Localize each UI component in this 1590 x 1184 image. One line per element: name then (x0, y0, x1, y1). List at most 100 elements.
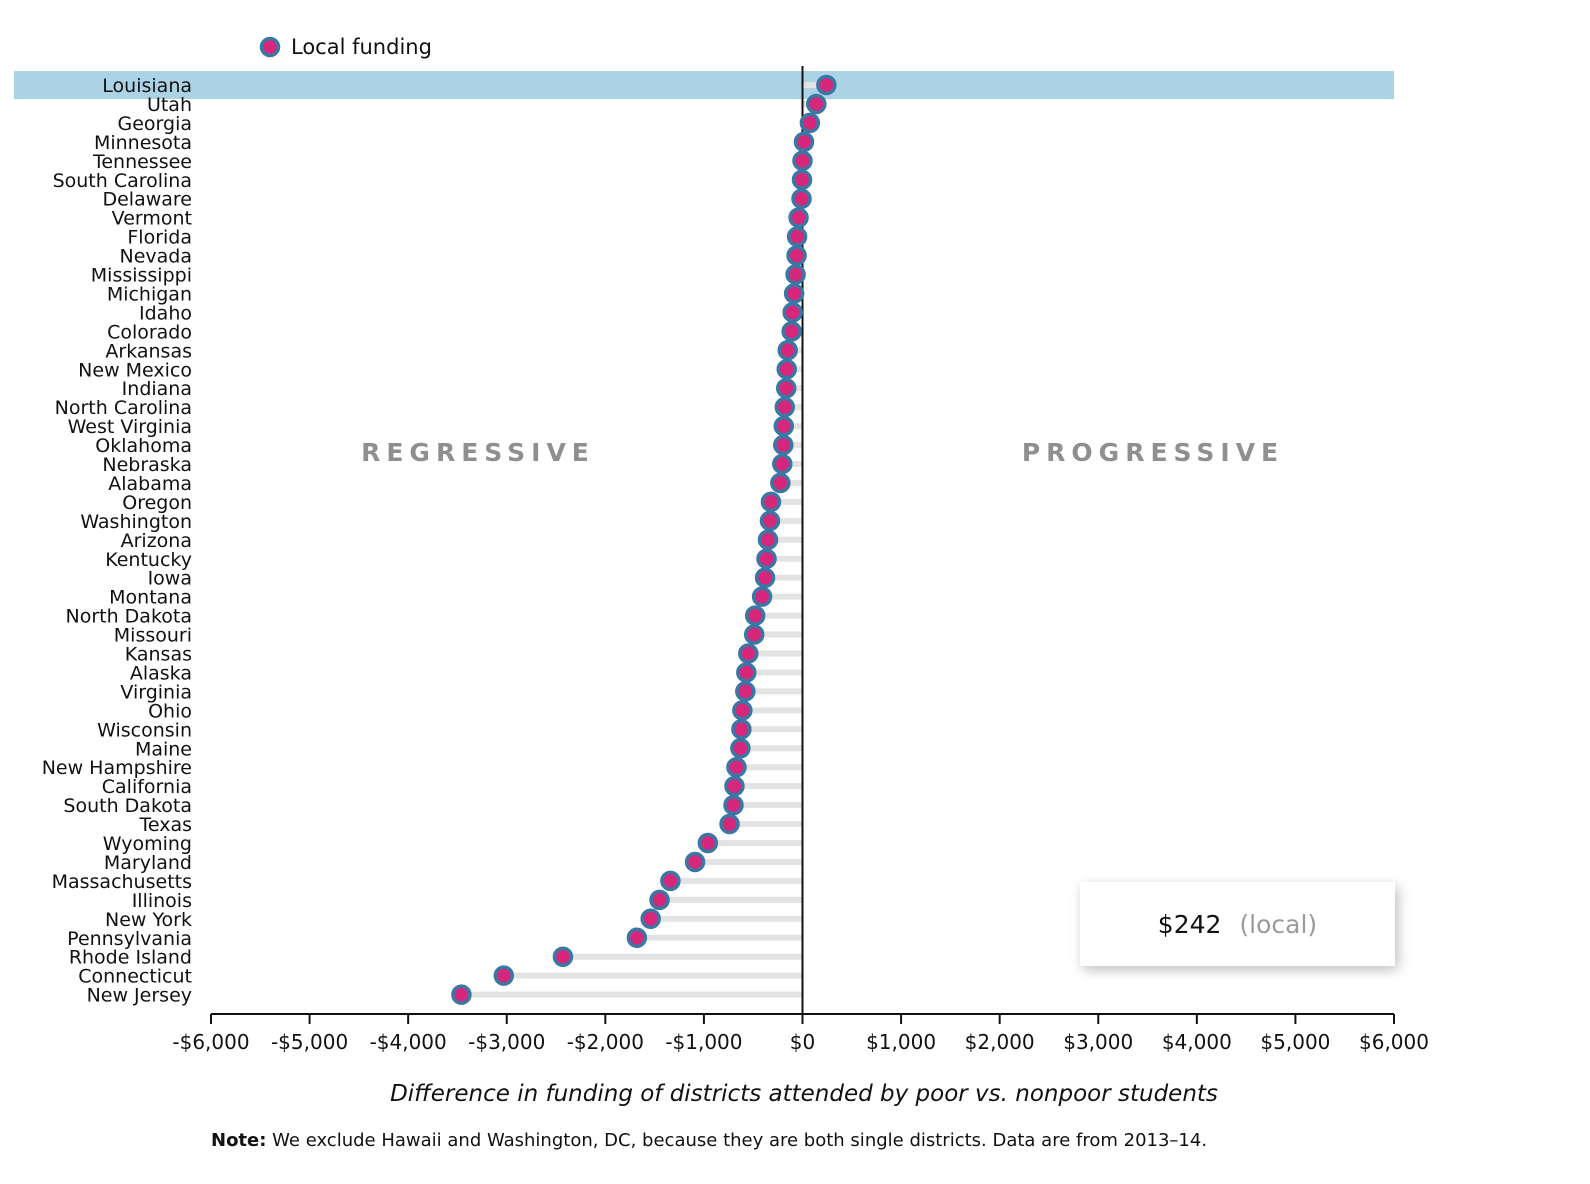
data-point[interactable] (777, 340, 798, 361)
state-label: Washington (80, 511, 192, 533)
state-label: Montana (109, 587, 192, 609)
x-tick-label: $0 (790, 1030, 815, 1054)
data-point[interactable] (816, 74, 837, 96)
data-point[interactable] (793, 131, 815, 153)
state-label: Nebraska (102, 454, 192, 476)
state-label: Rhode Island (69, 947, 192, 969)
data-point[interactable] (724, 775, 745, 797)
state-label: Utah (147, 94, 192, 116)
state-labels: LouisianaUtahGeorgiaMinnesotaTennesseeSo… (42, 75, 192, 1007)
data-point[interactable] (756, 548, 777, 569)
x-tick-label: $3,000 (1063, 1030, 1133, 1054)
data-point[interactable] (774, 396, 796, 418)
data-point[interactable] (743, 624, 765, 645)
data-point[interactable] (759, 510, 781, 532)
highlight-layer (14, 71, 1394, 99)
data-point[interactable] (775, 377, 797, 399)
data-point[interactable] (719, 813, 740, 835)
data-point[interactable] (760, 491, 782, 513)
state-label: Florida (127, 227, 192, 249)
data-point[interactable] (783, 283, 805, 304)
data-point[interactable] (736, 662, 757, 683)
state-label: Tennessee (92, 151, 192, 173)
x-tick-label: -$1,000 (665, 1030, 742, 1054)
x-tick-label: -$5,000 (271, 1030, 348, 1054)
dot-layer (451, 74, 837, 1005)
state-label: Wisconsin (97, 719, 192, 741)
state-label: Missouri (114, 625, 192, 647)
state-label: Colorado (107, 321, 192, 343)
state-label: Kentucky (105, 549, 192, 571)
state-label: Idaho (139, 302, 192, 324)
state-label: North Dakota (66, 606, 193, 628)
x-tick-label: $4,000 (1162, 1030, 1232, 1054)
x-tick-label: -$6,000 (172, 1030, 249, 1054)
data-point[interactable] (732, 700, 753, 721)
data-point[interactable] (730, 738, 751, 759)
state-label: Arkansas (105, 340, 192, 362)
tooltip-value: $242 (1157, 909, 1222, 939)
data-point[interactable] (626, 927, 648, 948)
data-point[interactable] (786, 226, 808, 247)
state-label: Alabama (108, 473, 192, 495)
data-point[interactable] (799, 112, 821, 134)
data-point[interactable] (735, 681, 756, 702)
data-point[interactable] (649, 889, 670, 911)
data-point[interactable] (773, 415, 795, 437)
data-point[interactable] (773, 434, 794, 456)
data-point[interactable] (697, 832, 719, 854)
data-point[interactable] (772, 453, 793, 475)
data-point[interactable] (776, 359, 797, 380)
data-point[interactable] (684, 851, 706, 873)
state-label: Ohio (148, 700, 192, 722)
state-label: New York (105, 909, 192, 931)
highlight-row (14, 71, 1394, 99)
data-point[interactable] (451, 984, 472, 1005)
data-point[interactable] (731, 719, 752, 740)
state-label: Iowa (148, 568, 192, 590)
state-label: California (102, 776, 192, 798)
x-axis-title: Difference in funding of districts atten… (390, 1081, 1218, 1107)
state-label: South Carolina (53, 170, 192, 192)
data-point[interactable] (781, 321, 802, 342)
data-point[interactable] (744, 605, 766, 626)
data-point[interactable] (751, 586, 773, 607)
state-label: Virginia (120, 681, 192, 703)
data-point[interactable] (770, 472, 791, 494)
data-point[interactable] (493, 965, 515, 986)
data-point[interactable] (640, 908, 661, 930)
data-point[interactable] (792, 150, 813, 172)
state-label: Michigan (107, 283, 192, 305)
data-point[interactable] (660, 870, 681, 892)
data-point[interactable] (757, 529, 779, 551)
state-label: Arizona (121, 530, 192, 552)
data-point[interactable] (726, 756, 747, 778)
data-point[interactable] (791, 188, 812, 209)
state-label: Oklahoma (95, 435, 192, 457)
state-label: Minnesota (94, 132, 192, 154)
legend-marker-icon (259, 36, 281, 58)
progressive-label: PROGRESSIVE (1022, 438, 1284, 467)
state-label: Georgia (118, 113, 193, 135)
state-label: Vermont (112, 208, 192, 230)
data-point[interactable] (788, 207, 809, 228)
data-point[interactable] (723, 794, 744, 816)
state-label: New Jersey (87, 985, 192, 1007)
state-label: Wyoming (103, 833, 192, 855)
x-tick-label: $2,000 (965, 1030, 1035, 1054)
x-tick-label: $5,000 (1260, 1030, 1330, 1054)
data-point[interactable] (785, 264, 806, 285)
legend: Local funding (259, 35, 432, 59)
x-axis: -$6,000 -$5,000 -$4,000 -$3,000 -$2,000 -$1,0… (172, 1013, 1429, 1054)
data-point[interactable] (552, 946, 574, 967)
data-point[interactable] (786, 245, 807, 266)
data-point[interactable] (754, 567, 776, 588)
state-label: West Virginia (68, 416, 192, 438)
data-point[interactable] (806, 93, 827, 115)
data-point[interactable] (782, 302, 803, 323)
data-point[interactable] (738, 643, 759, 664)
x-tick-label: $6,000 (1359, 1030, 1429, 1054)
state-label: Kansas (125, 644, 192, 666)
data-point[interactable] (791, 169, 813, 190)
